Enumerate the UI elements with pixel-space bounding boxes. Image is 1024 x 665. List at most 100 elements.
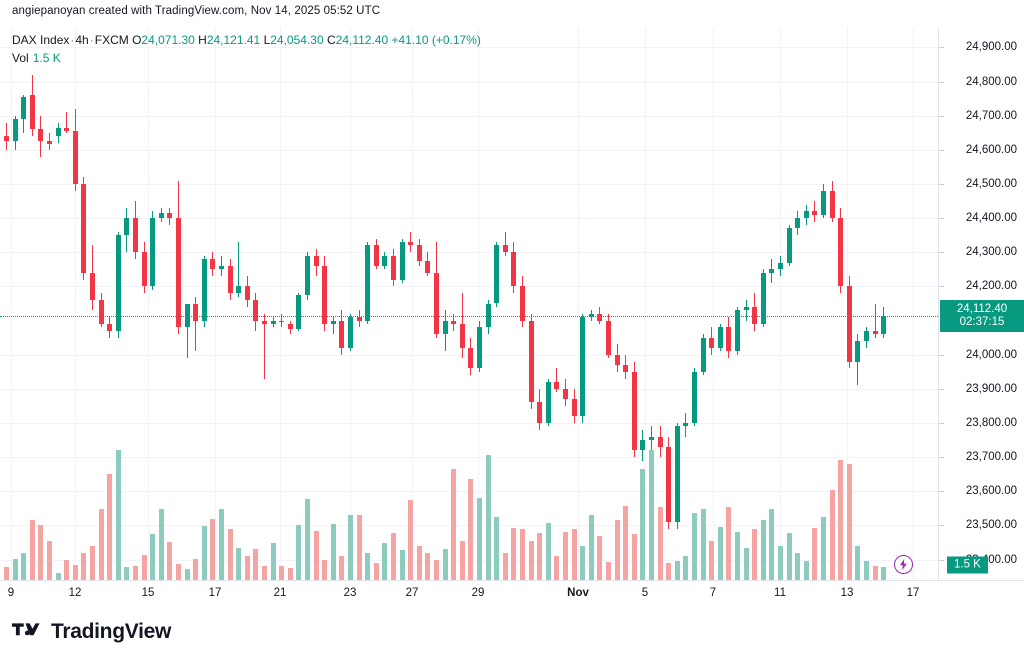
candle-body: [674, 426, 680, 522]
volume-bar: [201, 526, 207, 580]
gridline-horizontal: [0, 218, 938, 220]
candle-body: [201, 259, 207, 321]
volume-bar: [12, 559, 18, 580]
gridline-vertical: [412, 27, 413, 580]
legend-high-value: 24,121.41: [206, 33, 261, 47]
current-price-countdown: 02:37:15: [959, 316, 1005, 329]
tradingview-logo-icon: [12, 620, 44, 644]
price-axis-label: 24,900.00: [965, 41, 1017, 54]
candle-wick: [281, 313, 283, 328]
candle-body: [227, 265, 233, 294]
current-price-value: 24,112.40: [956, 303, 1008, 316]
price-axis-tick: [939, 457, 944, 459]
volume-bar: [640, 469, 646, 580]
time-axis-label: Nov: [567, 587, 589, 599]
volume-bar: [700, 508, 706, 580]
price-axis-tick: [939, 149, 944, 151]
volume-bar: [511, 528, 517, 580]
volume-bar: [38, 524, 44, 580]
volume-bar: [382, 543, 388, 580]
price-axis-label: 23,700.00: [965, 451, 1017, 464]
candle-body: [812, 211, 818, 215]
volume-bar: [176, 563, 181, 580]
legend-sep-1: ·: [70, 33, 75, 47]
volume-bar: [597, 535, 603, 580]
chart-container[interactable]: DAX Index·4h·FXCM O24,071.30 H24,121.41 …: [0, 27, 1024, 607]
candle-body: [554, 382, 560, 389]
volume-bar: [520, 528, 525, 580]
candle-body: [72, 131, 78, 185]
candle-body: [752, 306, 758, 324]
candle-body: [726, 327, 732, 352]
candle-body: [330, 320, 336, 324]
plot-area[interactable]: [0, 27, 938, 580]
volume-bar: [408, 500, 414, 580]
price-axis-label: 24,600.00: [965, 143, 1017, 156]
volume-bar: [158, 508, 164, 580]
candle-body: [270, 320, 276, 324]
candle-body: [382, 255, 388, 266]
current-price-badge: 24,112.40 02:37:15: [940, 300, 1024, 333]
gridline-vertical: [578, 27, 579, 580]
candle-body: [485, 303, 491, 328]
price-axis[interactable]: 24,900.00 24,800.00 24,700.00 24,600.00 24,5…: [938, 27, 1024, 580]
gridline-vertical: [713, 27, 714, 580]
candlestick-series: [0, 27, 938, 580]
volume-bar: [47, 540, 52, 580]
candle-body: [219, 265, 224, 270]
volume-bar: [821, 517, 826, 580]
candle-body: [296, 294, 302, 330]
attribution-text: angiepanoyan created with TradingView.co…: [12, 5, 381, 17]
candle-body: [692, 371, 697, 423]
candle-body: [98, 300, 104, 324]
volume-bar: [262, 565, 267, 580]
volume-bar: [674, 560, 680, 580]
candle-body: [563, 388, 568, 400]
lightning-bolt-icon[interactable]: [893, 555, 913, 574]
time-axis-label: 17: [906, 587, 920, 599]
volume-bar: [485, 454, 491, 580]
volume-bar: [588, 514, 594, 580]
gridline-vertical: [780, 27, 781, 580]
time-axis[interactable]: 9 12 15 17 21 23 27 29 Nov 5 7 11 13 17: [0, 580, 1024, 608]
candle-body: [778, 262, 783, 270]
volume-bar: [537, 532, 543, 580]
candle-body: [872, 330, 878, 335]
price-axis-tick: [939, 47, 944, 49]
volume-bar: [803, 560, 809, 580]
candle-body: [477, 327, 482, 369]
candle-body: [348, 317, 353, 348]
volume-bar: [614, 520, 620, 580]
candle-body: [649, 436, 654, 441]
volume-bar: [778, 546, 783, 580]
candle-body: [459, 323, 465, 348]
time-axis-label: 29: [471, 587, 485, 599]
volume-bar: [692, 512, 697, 580]
candle-body: [864, 330, 869, 342]
gridline-vertical: [280, 27, 281, 580]
volume-bar: [554, 555, 560, 580]
time-axis-label: 7: [709, 587, 717, 599]
volume-bar: [752, 528, 758, 580]
candle-body: [683, 422, 689, 427]
candle-body: [253, 300, 259, 321]
legend-interval[interactable]: 4h: [75, 33, 89, 47]
volume-bar: [270, 543, 276, 580]
volume-bar: [683, 555, 689, 580]
candle-body: [55, 127, 61, 137]
volume-bar: [829, 490, 835, 580]
price-axis-tick: [939, 354, 944, 356]
candle-body: [614, 354, 620, 365]
gridline-vertical: [148, 27, 149, 580]
volume-bar: [881, 567, 887, 580]
volume-bar: [322, 559, 328, 580]
volume-bar: [133, 565, 138, 580]
volume-bar: [373, 562, 379, 580]
volume-bar: [416, 546, 422, 580]
candle-body: [210, 259, 216, 270]
volume-bar: [623, 505, 629, 580]
legend-symbol[interactable]: DAX Index: [12, 33, 70, 47]
volume-bar: [855, 546, 861, 580]
candle-body: [735, 310, 740, 352]
candle-body: [176, 218, 181, 328]
